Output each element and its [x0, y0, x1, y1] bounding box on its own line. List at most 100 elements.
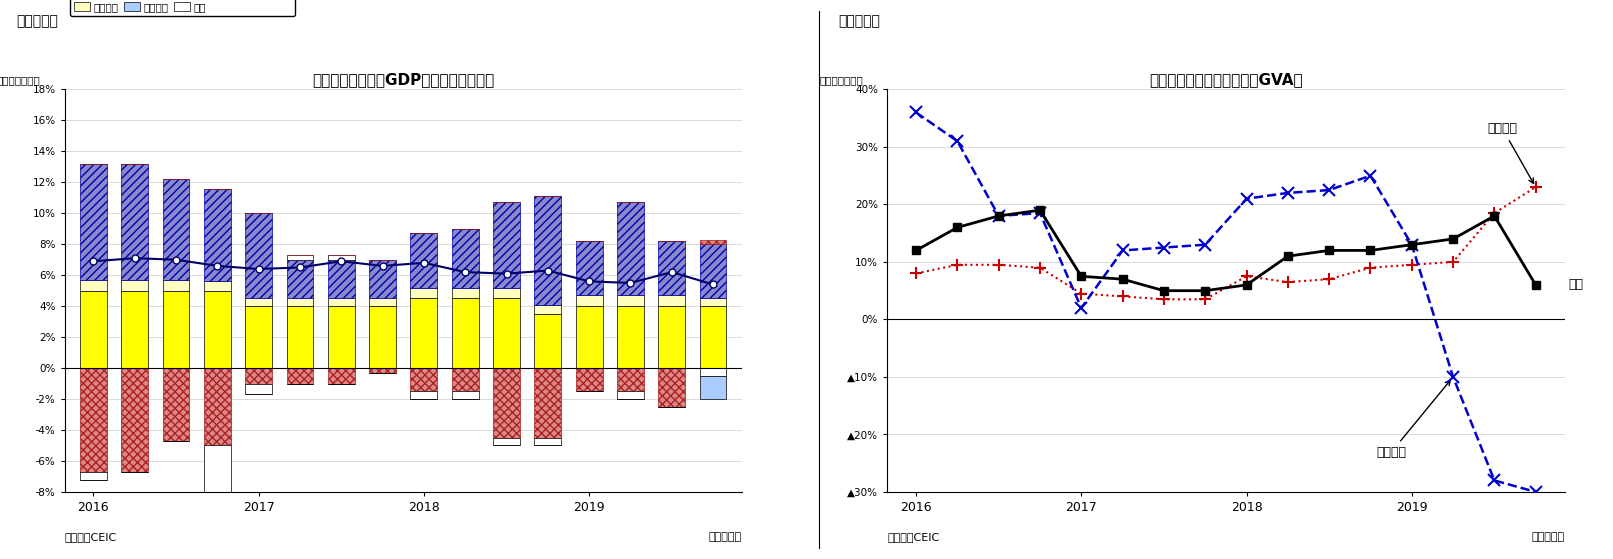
実質GDP成長率 — [332, 258, 352, 264]
実質GDP成長率 — [415, 259, 434, 266]
Title: 建設部門の粗付加価値額（GVA）: 建設部門の粗付加価値額（GVA） — [1148, 72, 1303, 87]
Bar — [245, 214, 273, 299]
Bar — [81, 291, 106, 368]
Bar — [534, 368, 561, 438]
Bar — [494, 438, 519, 446]
Bar — [700, 299, 726, 306]
Bar — [534, 438, 561, 446]
Bar — [410, 391, 437, 399]
実質GDP成長率 — [703, 281, 723, 288]
Bar — [203, 446, 231, 515]
Bar — [287, 299, 313, 306]
Bar — [576, 306, 603, 368]
実質GDP成長率 — [661, 269, 681, 276]
Bar — [245, 383, 273, 395]
Bar — [700, 240, 726, 244]
実質GDP成長率 — [84, 258, 103, 264]
Text: （図表２）: （図表２） — [839, 14, 881, 28]
Bar — [203, 368, 231, 446]
Text: （四半期）: （四半期） — [1531, 532, 1565, 542]
Bar — [700, 306, 726, 368]
実質GDP成長率 — [539, 267, 558, 274]
実質GDP成長率 — [455, 269, 474, 276]
Bar — [121, 291, 148, 368]
Line: 実質GDP成長率: 実質GDP成長率 — [90, 255, 716, 288]
Bar — [203, 188, 231, 281]
Bar — [81, 368, 106, 472]
Bar — [658, 295, 686, 306]
実質GDP成長率 — [373, 263, 392, 269]
Bar — [452, 391, 479, 399]
実質GDP成長率 — [166, 257, 185, 263]
Bar — [287, 260, 313, 299]
Text: （四半期）: （四半期） — [708, 532, 742, 542]
Bar — [452, 287, 479, 299]
Text: （資料）CEIC: （資料）CEIC — [887, 532, 939, 542]
実質GDP成長率 — [621, 280, 640, 286]
Text: （資料）CEIC: （資料）CEIC — [65, 532, 116, 542]
Bar — [576, 295, 603, 306]
Bar — [245, 299, 273, 306]
Text: （前年同期比）: （前年同期比） — [0, 75, 40, 86]
Bar — [163, 291, 189, 368]
Bar — [658, 368, 686, 407]
Bar — [327, 260, 355, 299]
Bar — [618, 202, 644, 295]
Bar — [700, 368, 726, 376]
Title: フィリピン　実質GDP成長率（需要側）: フィリピン 実質GDP成長率（需要側） — [313, 72, 494, 87]
Bar — [369, 299, 397, 306]
Bar — [410, 234, 437, 287]
Bar — [369, 260, 397, 299]
実質GDP成長率 — [290, 264, 310, 271]
Bar — [452, 368, 479, 391]
Bar — [576, 368, 603, 391]
Bar — [700, 244, 726, 299]
Bar — [410, 299, 437, 368]
Bar — [494, 202, 519, 287]
Bar — [494, 368, 519, 438]
Bar — [245, 368, 273, 383]
Bar — [369, 306, 397, 368]
Bar — [618, 391, 644, 399]
Bar — [658, 306, 686, 368]
Bar — [203, 515, 231, 523]
Bar — [287, 255, 313, 260]
Bar — [245, 306, 273, 368]
Bar — [452, 299, 479, 368]
Bar — [327, 306, 355, 368]
Bar — [534, 314, 561, 368]
Bar — [618, 295, 644, 306]
実質GDP成長率 — [248, 266, 268, 272]
Bar — [700, 376, 726, 399]
Bar — [369, 368, 397, 373]
Bar — [618, 306, 644, 368]
Text: 公共部門: 公共部門 — [1376, 380, 1450, 459]
Bar — [81, 472, 106, 480]
Bar — [658, 241, 686, 295]
Bar — [121, 280, 148, 291]
Bar — [494, 287, 519, 299]
Bar — [287, 306, 313, 368]
Bar — [410, 287, 437, 299]
Bar — [203, 291, 231, 368]
実質GDP成長率 — [126, 255, 145, 262]
Bar — [121, 164, 148, 280]
Bar — [163, 280, 189, 291]
Text: 民間部門: 民間部門 — [1487, 122, 1534, 183]
Bar — [327, 255, 355, 260]
Bar — [327, 368, 355, 383]
Bar — [81, 280, 106, 291]
Text: （図表１）: （図表１） — [16, 14, 58, 28]
実質GDP成長率 — [579, 278, 598, 285]
実質GDP成長率 — [497, 271, 516, 277]
Legend: 民間消費, 政府消費, 資本投資, 在庫投資, 純輸出, 誤差, 実質GDP成長率: 民間消費, 政府消費, 資本投資, 在庫投資, 純輸出, 誤差, 実質GDP成長… — [69, 0, 295, 16]
Bar — [618, 368, 644, 391]
Bar — [81, 164, 106, 280]
Bar — [327, 299, 355, 306]
Bar — [576, 241, 603, 295]
Bar — [163, 368, 189, 441]
Bar — [410, 368, 437, 391]
Text: 全体: 全体 — [1569, 278, 1584, 291]
Bar — [494, 299, 519, 368]
Bar — [163, 179, 189, 280]
